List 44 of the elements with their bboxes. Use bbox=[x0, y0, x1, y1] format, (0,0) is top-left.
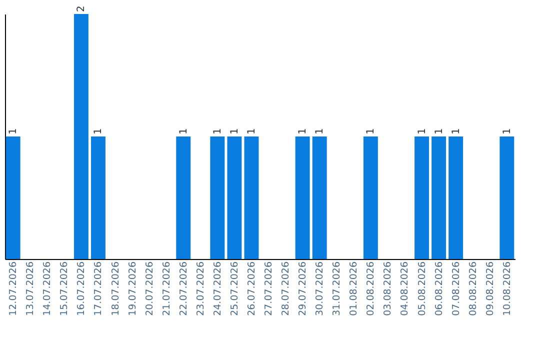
x-tick-label: 23.07.2026 bbox=[195, 262, 206, 316]
x-tick-label: 29.07.2026 bbox=[298, 262, 309, 316]
x-tick-label: 20.07.2026 bbox=[144, 262, 156, 316]
x-tick-label: 13.07.2026 bbox=[25, 262, 36, 316]
x-tick-label: 19.07.2026 bbox=[127, 262, 138, 316]
data-label: 1 bbox=[178, 128, 190, 134]
x-tick-label: 31.07.2026 bbox=[332, 262, 343, 316]
x-tick-label: 07.08.2026 bbox=[450, 262, 462, 316]
data-label: 1 bbox=[314, 128, 326, 134]
data-label: 1 bbox=[212, 128, 224, 134]
data-label: 1 bbox=[229, 128, 240, 134]
data-label: 2 bbox=[76, 6, 88, 12]
data-label: 1 bbox=[502, 128, 513, 134]
data-label: 1 bbox=[246, 128, 258, 134]
data-label: 1 bbox=[366, 128, 377, 134]
x-tick-label: 27.07.2026 bbox=[264, 262, 275, 316]
x-tick-label: 30.07.2026 bbox=[314, 262, 326, 316]
data-label: 1 bbox=[93, 128, 104, 134]
data-label: 1 bbox=[450, 128, 462, 134]
x-tick-label: 12.07.2026 bbox=[8, 262, 20, 316]
data-label: 1 bbox=[8, 128, 20, 134]
data-label: 1 bbox=[434, 128, 445, 134]
x-tick-label: 14.07.2026 bbox=[42, 262, 54, 316]
x-tick-label: 06.08.2026 bbox=[434, 262, 445, 316]
x-tick-label: 21.07.2026 bbox=[161, 262, 172, 316]
x-tick-label: 25.07.2026 bbox=[229, 262, 240, 316]
x-tick-label: 22.07.2026 bbox=[178, 262, 190, 316]
x-tick-label: 05.08.2026 bbox=[416, 262, 428, 316]
x-tick-label: 08.08.2026 bbox=[468, 262, 479, 316]
x-tick-label: 26.07.2026 bbox=[246, 262, 258, 316]
data-label: 1 bbox=[416, 128, 428, 134]
x-tick-label: 01.08.2026 bbox=[348, 262, 360, 316]
x-tick-label: 09.08.2026 bbox=[484, 262, 496, 316]
x-tick-label: 28.07.2026 bbox=[280, 262, 292, 316]
x-tick-label: 04.08.2026 bbox=[400, 262, 411, 316]
x-tick-label: 16.07.2026 bbox=[76, 262, 88, 316]
data-label: 1 bbox=[298, 128, 309, 134]
x-tick-label: 18.07.2026 bbox=[110, 262, 122, 316]
x-tick-label: 02.08.2026 bbox=[366, 262, 377, 316]
x-tick-label: 15.07.2026 bbox=[59, 262, 70, 316]
x-tick-label: 10.08.2026 bbox=[502, 262, 513, 316]
x-tick-label: 24.07.2026 bbox=[212, 262, 224, 316]
x-tick-label: 17.07.2026 bbox=[93, 262, 104, 316]
x-tick-label: 03.08.2026 bbox=[382, 262, 394, 316]
